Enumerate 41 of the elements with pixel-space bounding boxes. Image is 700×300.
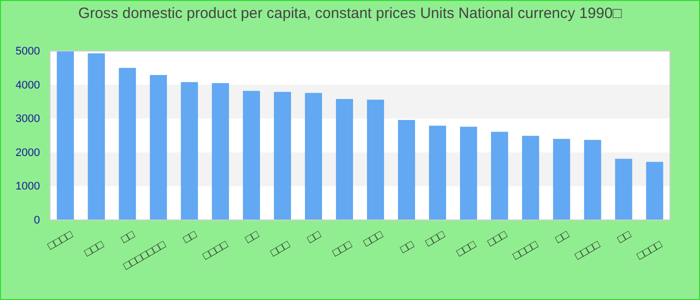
bar [553, 138, 570, 220]
chart-title: Gross domestic product per capita, constant prices Units National currency 1990□ [78, 5, 623, 22]
bar [56, 51, 74, 220]
x-tick-label: □□ [616, 228, 634, 246]
y-tick-label: 3000 [16, 113, 40, 126]
bar [88, 53, 105, 220]
y-tick-label: 4000 [16, 79, 40, 92]
bar [180, 82, 198, 220]
bar [398, 120, 416, 220]
bar [491, 132, 508, 220]
x-tick-label: □□ [398, 238, 416, 256]
x-tick-label: □□ [554, 228, 572, 246]
bar [429, 126, 446, 220]
x-tick-label: □□□ [268, 238, 292, 260]
y-tick-label: 2000 [16, 146, 40, 159]
x-tick-label: □□□ [362, 228, 386, 250]
y-tick-label: 0 [34, 214, 40, 227]
bar [212, 83, 229, 220]
bar [304, 92, 322, 220]
x-tick-label: □□□ [82, 238, 106, 260]
y-tick-label: 5000 [16, 46, 40, 58]
x-tick-label: □□ [305, 228, 324, 246]
x-tick-label: □□□ [330, 238, 354, 260]
bar [584, 140, 602, 220]
x-tick-label: □□□ [454, 238, 478, 260]
bar [150, 75, 167, 220]
x-tick-label: □□ [119, 228, 138, 246]
bar [274, 92, 291, 220]
bar [460, 126, 478, 220]
bar [646, 162, 664, 220]
x-tick-label: □□ [181, 228, 200, 246]
bar [366, 100, 384, 220]
x-tick-label: □□□ [486, 228, 510, 250]
bar [522, 136, 540, 220]
bar [242, 90, 260, 220]
bar [118, 68, 136, 220]
bar [336, 98, 354, 220]
y-tick-label: 1000 [16, 180, 40, 193]
x-tick-label: □□□ [424, 228, 448, 250]
x-tick-label: □□ [243, 228, 262, 246]
bar [615, 158, 632, 220]
